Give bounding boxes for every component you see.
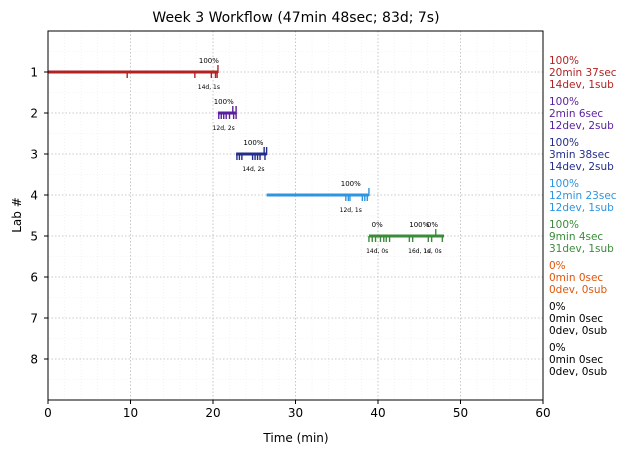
annotation-dev-sub: 14d, 2s <box>242 166 264 173</box>
x-tick-label: 0 <box>44 406 52 420</box>
x-tick-label: 60 <box>535 406 550 420</box>
y-tick-label: 2 <box>30 107 38 121</box>
lab-4-summary-line: 100% <box>549 178 579 190</box>
y-tick-label: 3 <box>30 148 38 162</box>
lab-2-summary-line: 100% <box>549 96 579 108</box>
x-axis-label: Time (min) <box>262 431 328 445</box>
annotation-completion: 100% <box>199 57 219 65</box>
annotation-dev-sub: 12d, 1s <box>340 207 362 214</box>
annotation-dev-sub: 16d, 1s <box>408 248 430 255</box>
lab-4-summary-line: 12min 23sec <box>549 190 617 202</box>
annotation-dev-sub: 1d, 0s <box>423 248 441 255</box>
annotation-completion: 100% <box>341 180 361 188</box>
lab-4-timeline: 100% 12d, 1s <box>266 180 370 214</box>
lab-8-summary-line: 0min 0sec <box>549 354 603 366</box>
annotation-completion: 100% <box>214 98 234 106</box>
lab-2-timeline: 100% 12d, 2s <box>213 98 237 132</box>
y-tick-label: 5 <box>30 230 38 244</box>
lab-8-summary-line: 0dev, 0sub <box>549 366 608 378</box>
annotation-completion: 0% <box>372 221 383 229</box>
lab-5-summary-line: 100% <box>549 219 579 231</box>
lab-2-summary-line: 2min 6sec <box>549 108 603 120</box>
y-tick-label: 1 <box>30 66 38 80</box>
lab-6-summary-line: 0min 0sec <box>549 272 603 284</box>
lab-6-summary-line: 0% <box>549 260 566 272</box>
annotation-dev-sub: 12d, 2s <box>213 125 235 132</box>
y-tick-label: 7 <box>30 312 38 326</box>
annotation-dev-sub: 14d, 0s <box>366 248 388 255</box>
lab-6-summary-line: 0dev, 0sub <box>549 284 608 296</box>
y-axis: 1 2 3 4 5 6 7 8 <box>30 66 48 367</box>
lab-7-summary-line: 0min 0sec <box>549 313 603 325</box>
y-axis-label: Lab # <box>10 197 24 233</box>
lab-5-summary-line: 31dev, 1sub <box>549 243 614 255</box>
annotation-completion: 100% <box>243 139 263 147</box>
x-tick-label: 40 <box>370 406 385 420</box>
chart-title: Week 3 Workflow (47min 48sec; 83d; 7s) <box>152 10 439 26</box>
lab-timeline-marks: 100% 14d, 1s 100% 12d, 2s 100% 14d, 2s 100% 12d… <box>48 57 444 255</box>
lab-7-summary-line: 0dev, 0sub <box>549 325 608 337</box>
annotation-dev-sub: 14d, 1s <box>198 84 220 91</box>
x-tick-label: 50 <box>453 406 468 420</box>
y-tick-label: 6 <box>30 271 38 285</box>
lab-3-summary-line: 14dev, 2sub <box>549 161 614 173</box>
lab-8-summary-line: 0% <box>549 342 566 354</box>
lab-5-summary-line: 9min 4sec <box>549 231 603 243</box>
x-axis: 0 10 20 30 40 50 60 <box>44 400 551 420</box>
lab-1-summary-line: 20min 37sec <box>549 67 617 79</box>
x-tick-label: 30 <box>288 406 303 420</box>
lab-5-timeline: 0% 14d, 0s 100% 16d, 1s 0% 1d, 0s <box>366 221 444 255</box>
y-tick-label: 4 <box>30 189 38 203</box>
lab-1-summary-line: 14dev, 1sub <box>549 79 614 91</box>
lab-3-summary-line: 3min 38sec <box>549 149 610 161</box>
x-tick-label: 20 <box>205 406 220 420</box>
lab-4-summary-line: 12dev, 1sub <box>549 202 614 214</box>
lab-2-summary-line: 12dev, 2sub <box>549 120 614 132</box>
lab-7-summary-line: 0% <box>549 301 566 313</box>
lab-3-timeline: 100% 14d, 2s <box>236 139 268 173</box>
x-tick-label: 10 <box>123 406 138 420</box>
y-tick-label: 8 <box>30 353 38 367</box>
annotation-completion: 100% <box>409 221 429 229</box>
lab-3-summary-line: 100% <box>549 137 579 149</box>
annotation-completion: 0% <box>427 221 438 229</box>
lab-1-timeline: 100% 14d, 1s <box>48 57 220 91</box>
lab-1-summary-line: 100% <box>549 55 579 67</box>
